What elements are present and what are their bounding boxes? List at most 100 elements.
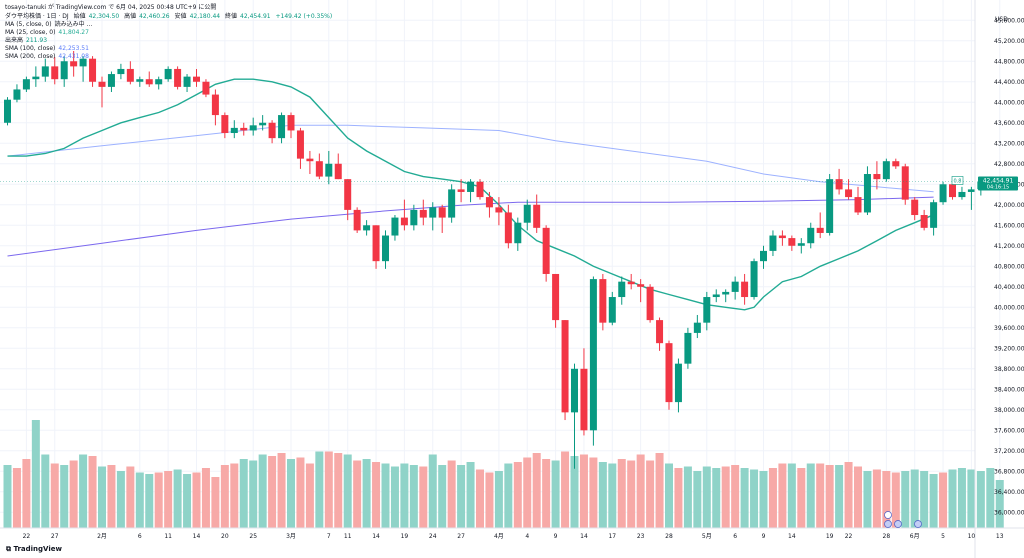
candle-body bbox=[259, 122, 267, 126]
y-tick-label: 43,600.00 bbox=[994, 120, 1024, 127]
volume-bar bbox=[145, 474, 154, 528]
symbol-title[interactable]: ダウ平均株価 · 1日 · DJ bbox=[5, 13, 69, 20]
volume-bar bbox=[3, 465, 12, 528]
volume-bar bbox=[249, 460, 258, 528]
volume-bar bbox=[750, 469, 759, 528]
logo-icon: ⧉ bbox=[6, 545, 14, 553]
volume-bar bbox=[447, 460, 456, 528]
volume-bar bbox=[476, 469, 484, 528]
candle-body bbox=[665, 343, 673, 403]
legend-ma25[interactable]: MA (25, close, 0) 41,804.27 bbox=[5, 29, 92, 36]
candle-body bbox=[703, 297, 711, 323]
volume-value: 211.93 bbox=[26, 37, 48, 44]
candle-body bbox=[561, 320, 569, 413]
volume-bar bbox=[192, 472, 201, 528]
y-tick-label: 43,200.00 bbox=[994, 140, 1024, 147]
volume-bar bbox=[41, 454, 50, 528]
volume-bar bbox=[154, 472, 163, 528]
sma200-line bbox=[7, 196, 934, 257]
time-axis[interactable]: 22 27 2月 6 11 14 20 25 3月 7 11 14 19 24 27 4月 4 9 14 17 23 28… bbox=[0, 527, 1024, 540]
candle-body bbox=[722, 291, 730, 295]
legend-sma100[interactable]: SMA (100, close) 42,253.51 bbox=[5, 45, 92, 52]
volume-bar bbox=[390, 466, 399, 528]
volume-bar bbox=[12, 468, 21, 528]
volume-bar bbox=[201, 468, 210, 528]
candle-body bbox=[183, 76, 191, 87]
volume-bar bbox=[542, 459, 551, 528]
volume-bar bbox=[239, 459, 248, 528]
volume-bar bbox=[872, 469, 881, 528]
candle-body bbox=[826, 179, 834, 233]
x-tick-label: 22 bbox=[845, 533, 853, 540]
y-tick-label: 44,800.00 bbox=[994, 58, 1024, 65]
candle-body bbox=[325, 163, 333, 177]
y-tick-label: 44,000.00 bbox=[994, 99, 1024, 106]
volume-bar bbox=[787, 463, 796, 528]
last-price-box bbox=[978, 176, 1018, 191]
volume-bar bbox=[107, 465, 116, 528]
publish-caption: tosayo-tanuki が TradingView.com で 6月 04,… bbox=[5, 4, 217, 11]
candle-body bbox=[268, 122, 276, 139]
volume-bar bbox=[976, 471, 985, 528]
candle-body bbox=[155, 79, 163, 85]
volume-bar bbox=[589, 457, 598, 528]
change-value: +149.42 (+0.35%) bbox=[275, 13, 333, 20]
candle-body bbox=[400, 217, 408, 226]
volume-bar bbox=[835, 465, 844, 528]
x-tick-label: 13 bbox=[996, 533, 1004, 540]
volume-bar bbox=[674, 468, 683, 528]
volume-bar bbox=[655, 453, 664, 528]
x-tick-label: 19 bbox=[401, 533, 409, 540]
x-tick-label: 7 bbox=[327, 533, 331, 540]
candle-body bbox=[627, 281, 635, 285]
x-tick-label: 14 bbox=[193, 533, 201, 540]
volume-bar bbox=[712, 468, 721, 528]
legend-volume[interactable]: 出来高 211.93 bbox=[5, 37, 50, 44]
candle-body bbox=[656, 320, 664, 344]
legend-sma200[interactable]: SMA (200, close) 42,431.08 bbox=[5, 53, 92, 60]
y-tick-label: 36,800.00 bbox=[994, 468, 1024, 475]
event-flags[interactable] bbox=[884, 511, 922, 528]
volume-bar bbox=[381, 463, 390, 528]
volume-bar bbox=[400, 463, 409, 528]
candle-body bbox=[731, 281, 739, 292]
volume-bar bbox=[220, 465, 229, 528]
sma100-label: SMA (100, close) bbox=[5, 45, 56, 52]
candle-body bbox=[901, 166, 909, 200]
volume-bar bbox=[419, 466, 428, 528]
y-tick-label: 38,800.00 bbox=[994, 366, 1024, 373]
volume-bar bbox=[69, 460, 78, 528]
candle-body bbox=[419, 209, 427, 218]
volume-bar bbox=[702, 466, 711, 528]
x-tick-label: 6 bbox=[138, 533, 142, 540]
y-tick-label: 45,200.00 bbox=[994, 38, 1024, 45]
volume-bar bbox=[305, 463, 314, 528]
candle-body bbox=[854, 197, 862, 213]
grid bbox=[0, 0, 1001, 528]
candle-body bbox=[523, 204, 531, 223]
candle-body bbox=[958, 191, 966, 198]
x-tick-label: 14 bbox=[580, 533, 588, 540]
candle-body bbox=[542, 227, 550, 274]
candle-body bbox=[334, 163, 342, 180]
candle-body bbox=[930, 202, 938, 228]
candle-body bbox=[306, 158, 314, 162]
legend-ma5[interactable]: MA (5, close, 0) 読み込み中 … bbox=[5, 21, 96, 28]
volume-bar bbox=[891, 472, 900, 528]
volume-bar bbox=[854, 466, 862, 528]
tradingview-logo[interactable]: ⧉ TradingView bbox=[6, 545, 62, 554]
currency-label[interactable]: USD bbox=[995, 16, 1008, 23]
badge-text: 0.8 bbox=[954, 178, 962, 184]
volume-bar bbox=[825, 465, 834, 528]
y-tick-label: 39,200.00 bbox=[994, 345, 1024, 352]
x-tick-label: 20 bbox=[221, 533, 229, 540]
candle-body bbox=[967, 189, 975, 192]
volume-bar bbox=[277, 453, 286, 528]
volume-bar bbox=[532, 453, 541, 528]
volume-bar bbox=[570, 456, 579, 528]
volume-bar bbox=[211, 477, 220, 528]
low-value: 42,180.44 bbox=[189, 13, 221, 20]
candle-body bbox=[845, 189, 853, 198]
volume-bar bbox=[986, 468, 995, 528]
